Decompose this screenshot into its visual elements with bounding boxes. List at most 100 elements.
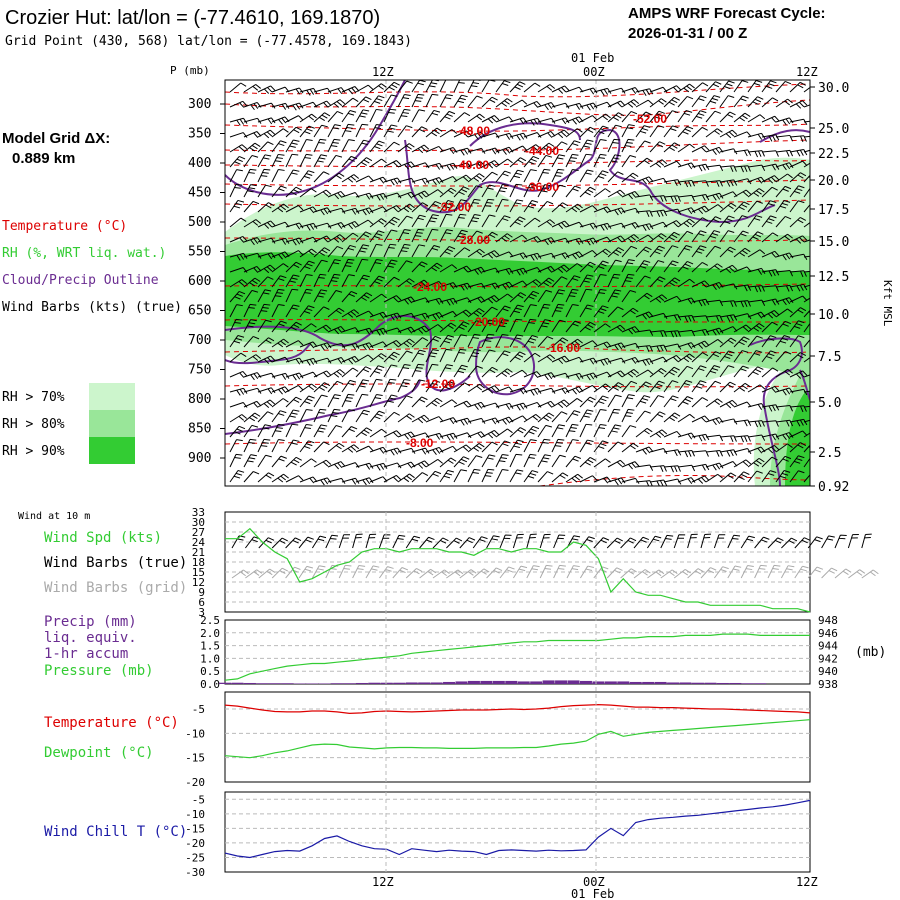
wind-barb [700,533,712,549]
wind-barb [495,453,509,468]
wind-barb [593,408,607,423]
wind-barb [397,143,415,153]
wind-barb [299,113,317,123]
wind-barb [425,363,439,378]
wind-barb [761,215,777,228]
wind-barb [553,564,566,579]
wind-barb [481,96,498,108]
wind-barb [355,84,374,93]
wind-barb [257,472,275,483]
wind-barb [453,130,472,138]
wind-barb [495,319,509,333]
wind-barb [733,201,750,213]
wind-barb [509,252,528,260]
wind-barb [635,275,651,288]
precip-bar [467,680,480,684]
wind-barb [649,260,665,273]
precip-bar [243,682,256,684]
wind-barb [646,535,662,549]
windchill-series [224,799,811,859]
wind-barb [526,565,540,579]
wind-barb [313,87,332,94]
wind-barb [383,462,402,469]
wind-barb [551,276,568,288]
wind-barb [719,449,738,457]
wind-barb [271,116,290,125]
wind-barb [607,394,622,408]
wind-barb [677,329,696,337]
wind-barb [425,416,444,423]
temperature-contour-label: -20.00 [471,315,505,329]
wind-barb [663,231,680,243]
wind-barb [747,96,764,108]
wind-barb [551,337,569,348]
wind-barb [453,417,472,426]
wind-barb [405,568,423,579]
wind-barb [313,112,331,123]
wind-barb [411,337,429,348]
wind-barb [369,243,383,258]
wind-barb [271,410,287,423]
temp-contour [225,346,810,354]
wind-barb [775,134,794,142]
wind-barb [593,395,609,408]
wind-barb [271,537,288,549]
wind-barb [620,537,637,549]
wind-barb [425,324,444,333]
wind-barb [537,424,553,438]
wind-barb [392,534,406,549]
wind-barb [467,185,483,198]
tick-label: -20 [185,776,205,789]
wind-barb [803,239,810,243]
wind-barb [635,260,651,273]
wind-barb [551,102,570,109]
wind-barb [565,398,583,408]
wind-barb [719,80,735,93]
wind-barb [663,449,682,457]
tick-label: 1.0 [200,652,220,665]
wind-barb [579,261,596,273]
wind-barb [593,458,611,468]
wind-barb [733,382,751,393]
wind-barb [299,305,315,318]
wind-barb [565,140,581,153]
wind-barb [299,458,317,468]
cross-section-frame [224,79,811,487]
wind-barb [691,463,710,471]
wind-barb [579,139,594,153]
wind-barb [298,536,314,549]
wind-barb [299,440,315,453]
wind-barb [551,438,565,453]
wind-barb [341,155,358,168]
wind-barb [285,250,304,258]
wind-barb [327,222,346,229]
wind-barb [369,95,385,108]
wind-speed-label: Wind Spd (kts) [44,530,162,546]
wind-barb [467,308,485,318]
wind-barb [719,111,736,123]
wind-barb [713,534,726,549]
top-time-label-00z: 00Z [583,65,605,79]
wind-barb [719,399,738,409]
wind-barb [635,246,652,258]
wind-barb [789,295,808,303]
wind-barb [355,109,370,123]
tick-label: 21 [192,546,205,559]
wind-barb [593,87,612,96]
wind-barb [649,221,668,228]
wind-barb [761,350,777,363]
wind-barb [243,412,261,423]
wind-barb [509,199,524,213]
wind-barb [411,363,425,378]
wind-barb [453,282,472,291]
wind-barb [271,140,287,153]
wind-barb [509,387,528,395]
wind-barb [775,269,794,277]
wind-barb [705,351,722,363]
tick-label: 12 [192,576,205,589]
wind-barb [299,260,315,273]
wind-barb [229,402,248,408]
tick-label: 15 [192,566,205,579]
wind-barb [621,394,635,408]
wind-barb [472,568,490,579]
